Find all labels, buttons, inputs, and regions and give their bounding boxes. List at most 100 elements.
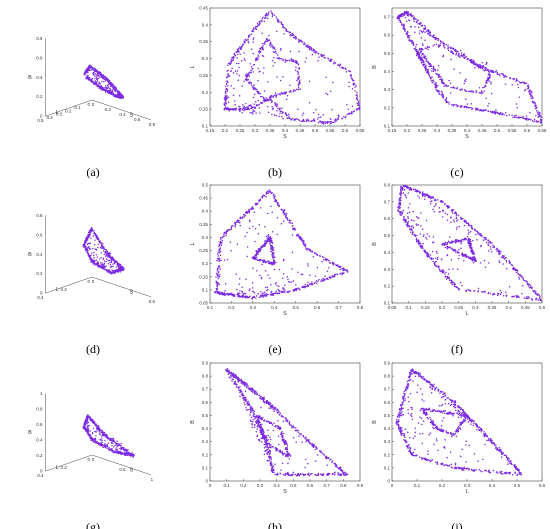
- data-point: [103, 260, 106, 262]
- data-point: [436, 89, 439, 92]
- data-point: [408, 13, 410, 16]
- data-point: [272, 47, 275, 50]
- data-point: [280, 92, 283, 95]
- data-point: [415, 21, 418, 23]
- data-point: [320, 278, 323, 281]
- data-point: [422, 44, 424, 47]
- data-point: [227, 85, 229, 87]
- data-point: [420, 245, 422, 247]
- data-point: [259, 50, 262, 53]
- data-point: [435, 72, 437, 75]
- data-point: [413, 20, 415, 23]
- data-point: [399, 19, 402, 22]
- x-tick-label: 0.45: [296, 128, 305, 133]
- data-point: [530, 118, 532, 121]
- y-tick-label: 0.25: [199, 248, 208, 253]
- data-point: [260, 295, 262, 297]
- data-point: [282, 211, 284, 214]
- data-point: [105, 260, 107, 263]
- data-point: [226, 80, 228, 83]
- data-point: [419, 29, 421, 32]
- y-tick-label: 0.5: [384, 51, 391, 56]
- data-point: [266, 105, 269, 108]
- x-tick-label: 0.2: [404, 128, 411, 133]
- data-point: [530, 97, 532, 99]
- data-point: [534, 291, 537, 293]
- data-point: [291, 234, 294, 236]
- data-point: [243, 52, 245, 54]
- panel-f: (f)0.05 0.1 0.15 0.2 0.25 0.3 0.35 0.4 0.45 0.50.…: [372, 183, 546, 357]
- data-point: [117, 271, 119, 273]
- data-point: [100, 244, 103, 246]
- data-point: [243, 109, 245, 112]
- data-point: [257, 24, 259, 26]
- data-point: [265, 14, 267, 17]
- data-point: [289, 290, 291, 292]
- data-point: [313, 51, 315, 53]
- data-point: [531, 287, 533, 289]
- data-point: [328, 261, 331, 264]
- data-point: [255, 104, 258, 106]
- data-point: [522, 115, 524, 118]
- data-point: [305, 44, 308, 47]
- data-point: [253, 87, 256, 89]
- data-point: [489, 69, 491, 72]
- data-point: [109, 88, 112, 91]
- data-point: [227, 229, 230, 231]
- data-point: [322, 280, 324, 282]
- data-point: [466, 106, 468, 109]
- data-point: [323, 54, 325, 56]
- data-point: [273, 193, 275, 195]
- x-tick-label: 0.4: [464, 128, 471, 133]
- data-point: [238, 283, 240, 285]
- data-point: [293, 227, 296, 230]
- data-point: [95, 237, 97, 239]
- data-point: [102, 77, 104, 80]
- y-tick-label: 0.1: [202, 287, 209, 292]
- data-point: [285, 213, 288, 215]
- data-point: [451, 103, 453, 106]
- data-point: [244, 235, 246, 238]
- data-point: [444, 202, 446, 205]
- data-point: [427, 73, 430, 76]
- scatter-points: [223, 10, 361, 125]
- data-point: [268, 34, 270, 37]
- data-point: [112, 263, 114, 265]
- data-point: [337, 64, 339, 67]
- data-point: [266, 17, 269, 20]
- data-point: [232, 294, 234, 297]
- data-point: [441, 79, 443, 81]
- data-point: [322, 113, 325, 116]
- data-point: [288, 221, 291, 224]
- data-point: [84, 242, 86, 245]
- x-tick-label: 0.4: [282, 128, 289, 133]
- data-point: [274, 94, 276, 97]
- data-point: [252, 64, 255, 66]
- data-point: [488, 102, 490, 105]
- data-point: [248, 35, 250, 37]
- data-point: [466, 58, 469, 61]
- data-point: [315, 50, 317, 53]
- x-tick-label: 0.5: [149, 299, 156, 304]
- data-point: [502, 72, 504, 75]
- data-point: [246, 73, 248, 75]
- data-point: [226, 70, 228, 72]
- data-point: [419, 242, 422, 245]
- data-point: [91, 79, 93, 81]
- y-tick-label: 0.3: [202, 56, 209, 61]
- y-tick-label: 0.1: [384, 301, 391, 306]
- data-point: [270, 251, 272, 253]
- data-point: [321, 256, 324, 258]
- data-point: [233, 294, 236, 296]
- data-point: [443, 244, 446, 247]
- data-point: [337, 264, 339, 266]
- data-point: [218, 244, 221, 247]
- data-point: [450, 247, 452, 250]
- data-point: [238, 74, 240, 77]
- data-point: [100, 87, 102, 89]
- data-point: [463, 53, 466, 55]
- y-axis-label: B: [372, 65, 378, 69]
- data-point: [225, 98, 228, 100]
- data-point: [536, 106, 538, 109]
- data-point: [243, 58, 246, 60]
